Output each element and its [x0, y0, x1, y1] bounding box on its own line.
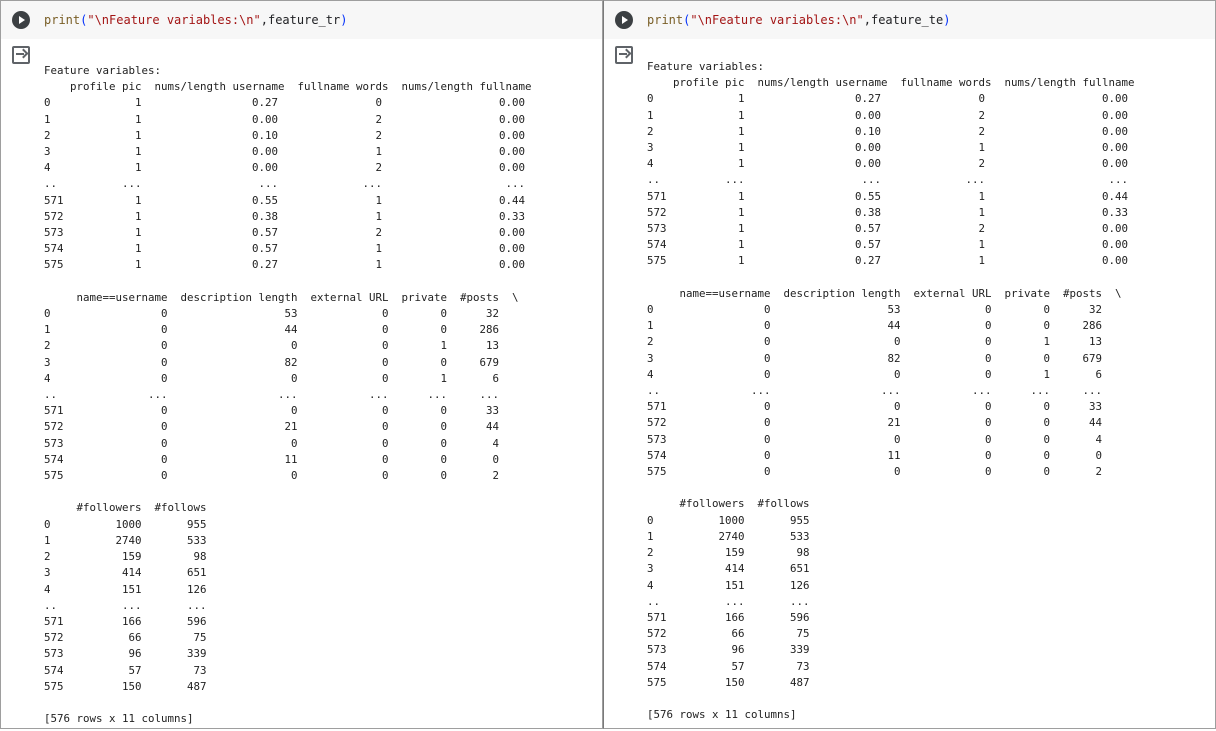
code-string: "\nFeature variables:\n"	[87, 13, 261, 27]
notebook-cell-left: print("\nFeature variables:\n",feature_t…	[0, 0, 603, 729]
output-arrow-icon[interactable]	[615, 46, 633, 64]
notebook-cell-right: print("\nFeature variables:\n",feature_t…	[603, 0, 1216, 729]
code-function: print	[44, 13, 81, 27]
code-cell[interactable]: print("\nFeature variables:\n",feature_t…	[1, 1, 602, 39]
cell-output: Feature variables: profile pic nums/leng…	[647, 60, 1135, 722]
code-function: print	[647, 13, 684, 27]
play-circle-icon[interactable]	[12, 11, 30, 29]
output-arrow-icon[interactable]	[12, 46, 30, 64]
code-args: ,feature_tr	[260, 13, 341, 27]
code-close-paren: )	[943, 13, 951, 27]
code-line[interactable]: print("\nFeature variables:\n",feature_t…	[44, 12, 347, 28]
code-open-paren: (	[80, 13, 88, 27]
code-close-paren: )	[340, 13, 348, 27]
play-circle-icon[interactable]	[615, 11, 633, 29]
code-string: "\nFeature variables:\n"	[690, 13, 864, 27]
code-line[interactable]: print("\nFeature variables:\n",feature_t…	[647, 12, 950, 28]
cell-output: Feature variables: profile pic nums/leng…	[44, 64, 532, 726]
code-cell[interactable]: print("\nFeature variables:\n",feature_t…	[604, 1, 1215, 39]
code-args: ,feature_te	[863, 13, 944, 27]
code-open-paren: (	[683, 13, 691, 27]
